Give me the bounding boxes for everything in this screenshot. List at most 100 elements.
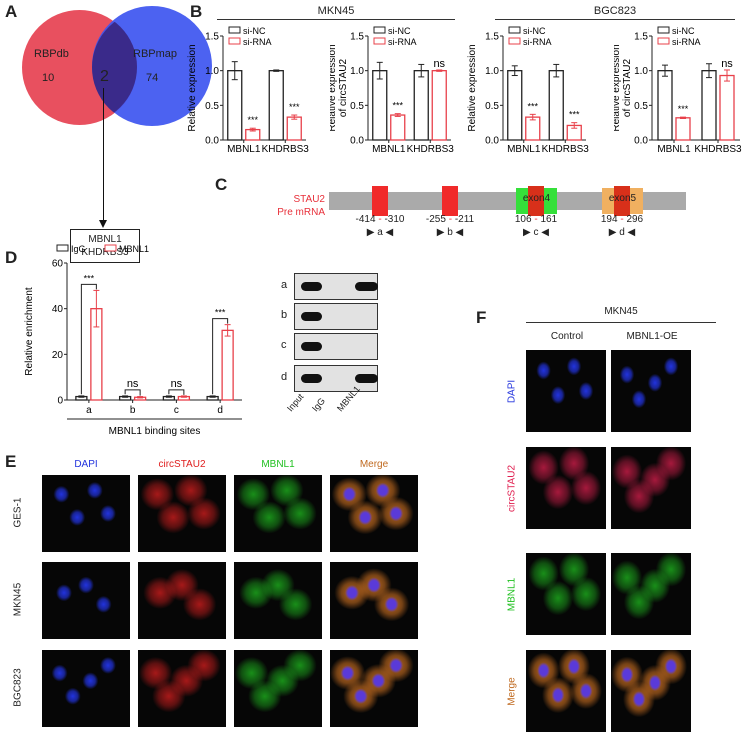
y-axis-label: Relative enrichment	[24, 287, 35, 376]
bar-si-NC	[268, 70, 284, 141]
significance-bracket	[168, 389, 185, 395]
micrograph-mbnl1	[234, 475, 322, 552]
venn-count-rbpdb: 10	[42, 72, 55, 84]
gene-subtitle: Pre mRNA	[277, 207, 325, 218]
y-tick-label: 1.0	[350, 66, 364, 77]
legend-swatch	[228, 26, 241, 34]
x-tick-label: MBNL1	[657, 144, 691, 155]
y-tick-label: 20	[52, 350, 64, 361]
significance-label: ***	[392, 101, 403, 111]
significance-label: ***	[289, 102, 300, 112]
panel-label-a: A	[5, 2, 18, 21]
channel-header: MBNL1	[261, 459, 295, 470]
y-tick-label: 1.5	[205, 32, 219, 43]
y-tick-label: 1.5	[634, 32, 648, 43]
gel-row-label: c	[281, 339, 287, 351]
significance-bracket	[80, 283, 97, 395]
bar-si-RNA	[431, 70, 447, 141]
legend-label: si-RNA	[388, 37, 417, 47]
legend-label: si-NC	[243, 26, 266, 36]
bar-si-NC	[548, 70, 564, 141]
range-end: -310	[384, 214, 405, 225]
bar-si-RNA	[390, 114, 406, 141]
channel-label: MBNL1	[506, 577, 518, 612]
y-axis-label: Relative expression	[614, 44, 622, 131]
x-tick-label: KHDRBS3	[542, 144, 590, 155]
binding-site	[372, 186, 388, 216]
legend-swatch	[56, 244, 69, 252]
micrograph-merge	[330, 562, 418, 639]
range-start: -414	[355, 214, 376, 225]
y-tick-label: 0.0	[485, 136, 499, 147]
range-end: -211	[454, 214, 475, 225]
channel-label: Merge	[506, 677, 518, 706]
gel-band	[301, 342, 322, 351]
micrograph-circstau2	[611, 447, 691, 529]
cell-line-label: BGC823	[12, 668, 24, 707]
result-gene: KHDRBS3	[81, 247, 129, 258]
significance-bracket	[124, 389, 141, 396]
x-tick-label: d	[217, 405, 223, 416]
chart-b-mkn45-rbp: 0.0 0.5 1.0 1.5 Relative expression MBNL1 *** K…	[187, 26, 309, 155]
x-tick-label: KHDRBS3	[694, 144, 742, 155]
condition-header: Control	[550, 331, 584, 342]
binding-site	[614, 186, 630, 216]
micrograph-mbnl1	[526, 553, 606, 635]
significance-label: ns	[721, 58, 733, 70]
legend-swatch	[657, 37, 670, 45]
chart-b-bgc823-circstau2: 0.0 0.5 1.0 1.5 Relative expression of circST…	[614, 26, 742, 155]
micrograph-dapi	[42, 562, 130, 639]
micrograph-mbnl1	[234, 650, 322, 727]
panel-label-e: E	[5, 452, 17, 471]
x-tick-label: c	[174, 405, 179, 416]
y-tick-label: 0.0	[350, 136, 364, 147]
legend-swatch	[373, 26, 386, 34]
bar-si-RNA	[719, 74, 735, 141]
legend-swatch	[104, 244, 117, 252]
exon-label: exon5	[608, 193, 637, 204]
micrograph-circstau2	[138, 562, 226, 639]
gel-row-label: d	[281, 371, 288, 383]
channel-header: circSTAU2	[158, 459, 206, 470]
condition-header: MBNL1-OE	[626, 331, 678, 342]
binding-site	[528, 186, 544, 216]
significance-label: ***	[215, 308, 226, 318]
pre-mrna-bar	[329, 192, 686, 210]
gel-band	[301, 374, 322, 383]
group-title-bgc823: BGC823	[593, 5, 637, 17]
bar-si-RNA	[525, 116, 541, 141]
primer-pair: ▶ d ◀	[608, 227, 636, 238]
y-tick-label: 0.0	[205, 136, 219, 147]
cell-line-label: GES-1	[12, 497, 24, 528]
panel-f-title: MKN45	[604, 306, 638, 317]
bar-si-NC	[657, 70, 673, 141]
significance-bracket	[212, 318, 229, 395]
gel-lane-label: Input	[285, 391, 306, 414]
micrograph-merge	[526, 650, 606, 732]
gel-lane-a	[294, 273, 378, 300]
y-tick-label: 0	[57, 396, 63, 407]
arrow-line	[103, 88, 104, 224]
primer-pair: ▶ b ◀	[436, 227, 464, 238]
y-tick-label: 1.5	[485, 32, 499, 43]
gel-lane-d	[294, 365, 378, 392]
gel-band	[301, 282, 322, 291]
result-box: MBNL1 KHDRBS3	[70, 229, 140, 263]
range-dash: -	[617, 214, 627, 225]
range-start: -255	[425, 214, 446, 225]
site-range: -414 - -310	[338, 214, 422, 225]
y-tick-label: 0.5	[485, 101, 499, 112]
micrograph-circstau2	[138, 650, 226, 727]
x-tick-label: b	[130, 405, 136, 416]
panel-label-c: C	[215, 175, 228, 194]
panel-label-f: F	[476, 308, 487, 327]
primer-pair: ▶ a ◀	[366, 227, 394, 238]
panel-label-b: B	[190, 2, 203, 21]
legend-swatch	[657, 26, 670, 34]
gel-band	[301, 312, 322, 321]
significance-label: ***	[569, 110, 580, 120]
group-divider	[526, 322, 716, 323]
venn-count-rbpmap: 74	[146, 72, 159, 84]
range-end: 161	[540, 214, 558, 225]
significance-label: ns	[127, 378, 139, 390]
